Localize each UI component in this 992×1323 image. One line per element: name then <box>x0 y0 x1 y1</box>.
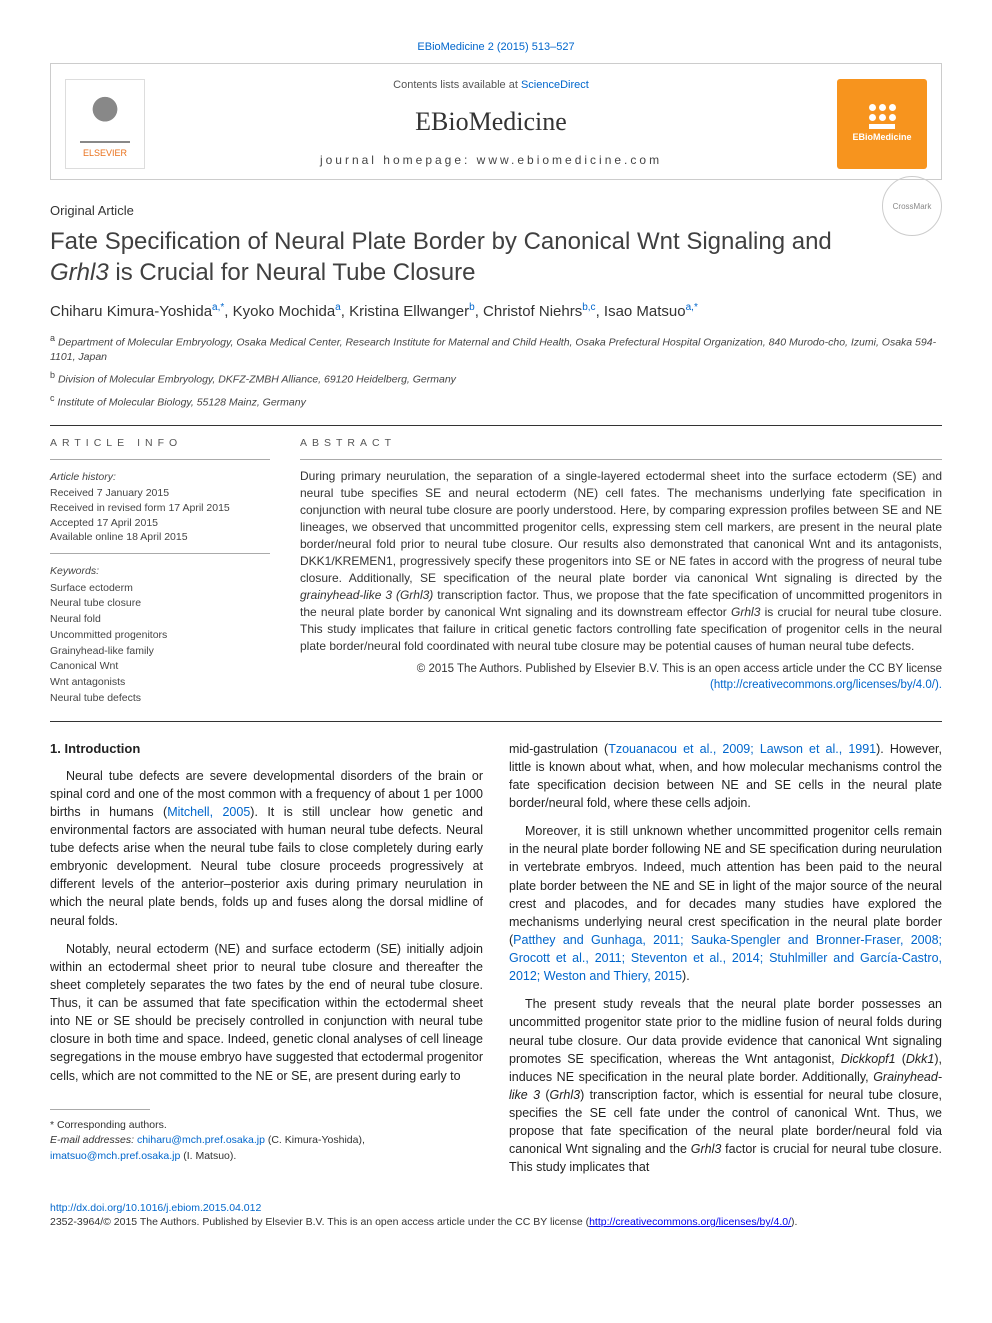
author-5: , Isao Matsuo <box>596 303 686 320</box>
keyword: Wnt antagonists <box>50 675 270 691</box>
history-received: Received 7 January 2015 <box>50 486 270 501</box>
citation-link[interactable]: Patthey and Gunhaga, 2011; Sauka-Spengle… <box>509 933 942 983</box>
keyword: Grainyhead-like family <box>50 644 270 660</box>
title-part2: is Crucial for Neural Tube Closure <box>109 259 476 286</box>
keyword: Uncommitted progenitors <box>50 628 270 644</box>
elsevier-logo: ELSEVIER <box>65 79 145 169</box>
logo-bar-icon <box>869 124 895 129</box>
history-label: Article history: <box>50 470 270 485</box>
article-info-heading: article info <box>50 436 270 451</box>
contents-line: Contents lists available at ScienceDirec… <box>159 78 823 93</box>
body-paragraph: Moreover, it is still unknown whether un… <box>509 822 942 985</box>
header-center: Contents lists available at ScienceDirec… <box>159 78 823 169</box>
keywords-list: Surface ectoderm Neural tube closure Neu… <box>50 581 270 707</box>
author-sup-1: a,* <box>212 302 224 313</box>
body-paragraph: The present study reveals that the neura… <box>509 995 942 1176</box>
corresponding-note: * Corresponding authors. <box>50 1118 483 1134</box>
body-paragraph: mid-gastrulation (Tzouanacou et al., 200… <box>509 740 942 813</box>
affiliation-a: a Department of Molecular Embryology, Os… <box>50 332 942 366</box>
email-line: E-mail addresses: chiharu@mch.pref.osaka… <box>50 1133 483 1149</box>
author-3: , Kristina Ellwanger <box>341 303 469 320</box>
keyword: Neural fold <box>50 612 270 628</box>
abstract-copyright: © 2015 The Authors. Published by Elsevie… <box>300 661 942 693</box>
journal-logo: EBioMedicine <box>837 79 927 169</box>
citation-link[interactable]: Tzouanacou et al., 2009; Lawson et al., … <box>608 742 876 756</box>
info-abstract-row: article info Article history: Received 7… <box>50 436 942 707</box>
elsevier-label: ELSEVIER <box>83 147 127 160</box>
crossmark-icon[interactable]: CrossMark <box>882 176 942 236</box>
author-sup-5: a,* <box>686 302 698 313</box>
separator-rule <box>50 721 942 722</box>
footer-license: 2352-3964/© 2015 The Authors. Published … <box>50 1215 942 1230</box>
abstract-rule <box>300 459 942 460</box>
license-link[interactable]: (http://creativecommons.org/licenses/by/… <box>710 679 942 691</box>
author-1: Chiharu Kimura-Yoshida <box>50 303 212 320</box>
sciencedirect-link[interactable]: ScienceDirect <box>521 79 589 91</box>
email-link-1[interactable]: chiharu@mch.pref.osaka.jp <box>137 1134 265 1146</box>
body-column-right: mid-gastrulation (Tzouanacou et al., 200… <box>509 740 942 1187</box>
email-link-2[interactable]: imatsuo@mch.pref.osaka.jp <box>50 1150 180 1162</box>
author-2: , Kyoko Mochida <box>224 303 335 320</box>
journal-name: EBioMedicine <box>159 104 823 140</box>
author-sup-4: b,c <box>582 302 595 313</box>
doi-link[interactable]: http://dx.doi.org/10.1016/j.ebiom.2015.0… <box>50 1202 261 1214</box>
abstract-text: During primary neurulation, the separati… <box>300 468 942 655</box>
footer-doi: http://dx.doi.org/10.1016/j.ebiom.2015.0… <box>50 1201 942 1216</box>
journal-logo-label: EBioMedicine <box>852 131 911 144</box>
email-line-2: imatsuo@mch.pref.osaka.jp (I. Matsuo). <box>50 1149 483 1165</box>
section-heading-intro: 1. Introduction <box>50 740 483 759</box>
body-paragraph: Neural tube defects are severe developme… <box>50 767 483 930</box>
history-online: Available online 18 April 2015 <box>50 530 270 545</box>
author-4: , Christof Niehrs <box>475 303 583 320</box>
body-column-left: 1. Introduction Neural tube defects are … <box>50 740 483 1187</box>
info-rule <box>50 459 270 460</box>
title-part1: Fate Specification of Neural Plate Borde… <box>50 228 832 255</box>
abstract-heading: abstract <box>300 436 942 451</box>
keywords-label: Keywords: <box>50 564 270 579</box>
journal-header-box: ELSEVIER Contents lists available at Sci… <box>50 63 942 180</box>
article-type: Original Article <box>50 202 942 220</box>
history-revised: Received in revised form 17 April 2015 <box>50 501 270 516</box>
keyword: Canonical Wnt <box>50 659 270 675</box>
separator-rule <box>50 425 942 426</box>
author-list: Chiharu Kimura-Yoshidaa,*, Kyoko Mochida… <box>50 301 942 322</box>
logo-dots-icon <box>869 104 896 111</box>
journal-homepage: journal homepage: www.ebiomedicine.com <box>159 152 823 169</box>
keyword: Surface ectoderm <box>50 581 270 597</box>
citation-link[interactable]: Mitchell, 2005 <box>167 805 250 819</box>
title-italic: Grhl3 <box>50 259 109 286</box>
logo-dots-icon <box>869 114 896 121</box>
affiliation-c: c Institute of Molecular Biology, 55128 … <box>50 392 942 411</box>
info-rule <box>50 553 270 554</box>
keyword: Neural tube closure <box>50 596 270 612</box>
footnote-rule <box>50 1109 150 1110</box>
footnotes: * Corresponding authors. E-mail addresse… <box>50 1109 483 1165</box>
article-info-column: article info Article history: Received 7… <box>50 436 270 707</box>
affiliation-b: b Division of Molecular Embryology, DKFZ… <box>50 369 942 388</box>
contents-prefix: Contents lists available at <box>393 79 521 91</box>
article-title: Fate Specification of Neural Plate Borde… <box>50 226 942 288</box>
abstract-column: abstract During primary neurulation, the… <box>300 436 942 707</box>
footer-license-link[interactable]: http://creativecommons.org/licenses/by/4… <box>589 1216 791 1228</box>
header-citation: EBioMedicine 2 (2015) 513–527 <box>50 40 942 55</box>
history-accepted: Accepted 17 April 2015 <box>50 516 270 531</box>
body-paragraph: Notably, neural ectoderm (NE) and surfac… <box>50 940 483 1085</box>
keyword: Neural tube defects <box>50 691 270 707</box>
body-two-column: 1. Introduction Neural tube defects are … <box>50 740 942 1187</box>
elsevier-tree-icon <box>80 88 130 143</box>
